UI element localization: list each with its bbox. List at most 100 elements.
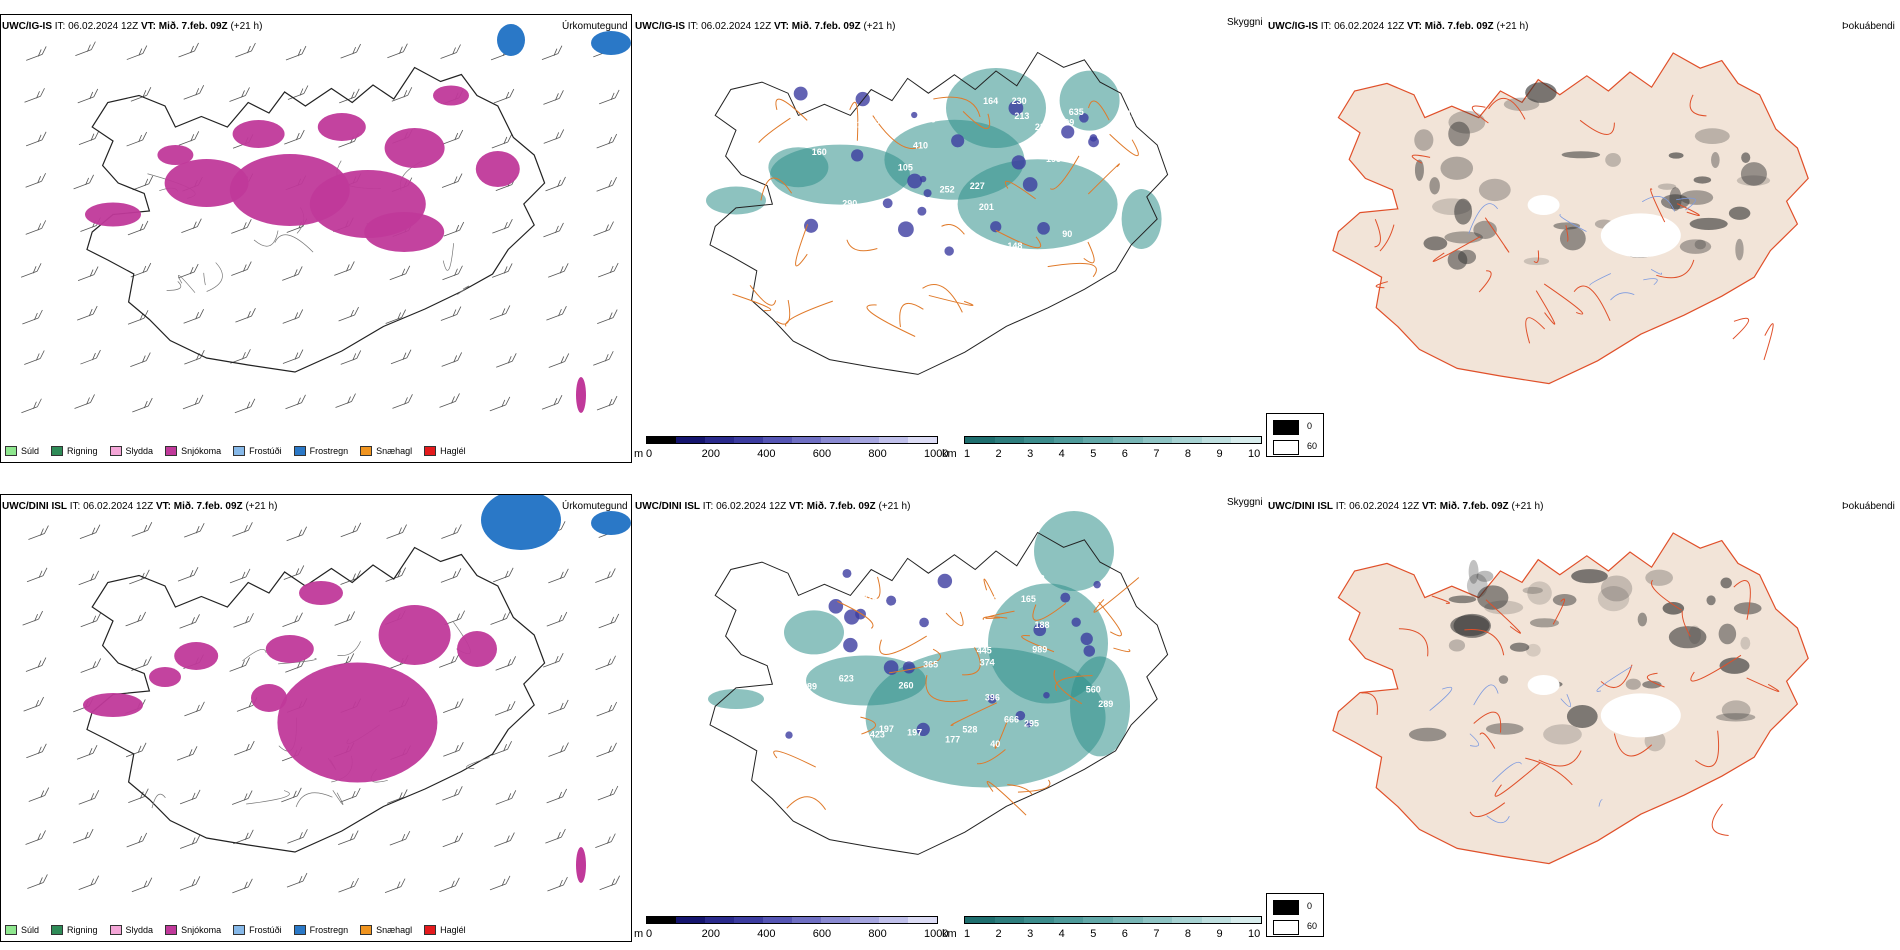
cloud-base-label: 423 — [870, 730, 885, 740]
colorbar-tick: 600 — [812, 928, 832, 940]
wind-barb — [334, 611, 356, 626]
wind-barb — [286, 526, 307, 542]
colorbar-bin — [1024, 437, 1054, 443]
legend-label: Snæhagl — [376, 446, 413, 456]
wind-barb — [74, 394, 95, 409]
wind-barb — [233, 613, 254, 628]
road-line — [1375, 281, 1388, 289]
wind-barb — [440, 306, 462, 321]
river-line — [1643, 278, 1658, 286]
wind-barb — [597, 785, 619, 801]
colorbar-tick: 200 — [701, 928, 720, 940]
wind-barb — [129, 569, 150, 585]
fog-index-cell — [1688, 625, 1701, 645]
river-line — [1486, 815, 1510, 824]
road-line — [786, 796, 827, 810]
wind-barb — [543, 129, 565, 144]
cloud-base-label: 295 — [1024, 719, 1039, 729]
fog-index-cell — [1523, 257, 1550, 266]
wind-barb — [234, 740, 255, 756]
wind-barb — [442, 832, 464, 848]
wind-barb — [386, 524, 407, 539]
fog-index-cell — [1600, 575, 1633, 602]
road-line — [1494, 762, 1541, 797]
colorbar-tick: 5 — [1090, 448, 1097, 460]
cloud-base-cell — [793, 86, 808, 101]
river-line — [1676, 197, 1696, 211]
cloud-base-label: 40 — [990, 739, 1000, 749]
wind-barb — [545, 176, 566, 192]
road-line — [849, 101, 859, 141]
colorbar-bin — [1083, 437, 1113, 443]
cloud-base-label: 164 — [983, 96, 998, 106]
fog-index-cell — [1448, 110, 1486, 134]
cloud-panel-1: 325 112 304 48 199 26 90 252 213 220 285 230 290 160 2… — [634, 14, 1264, 454]
road-line — [1374, 219, 1381, 248]
fog-swatch-0 — [1273, 420, 1299, 435]
road-line — [442, 243, 454, 271]
wind-barb — [441, 524, 462, 539]
road-line — [1398, 628, 1429, 657]
cloud-base-label: 528 — [962, 724, 977, 734]
cloud-base-cell — [828, 599, 844, 614]
fog-index-cell — [1525, 643, 1541, 657]
cloud-base-label: 368 — [875, 116, 890, 126]
colorbar-bin — [792, 917, 821, 923]
road-line — [1746, 677, 1780, 692]
cloud-base-label: 213 — [1014, 111, 1029, 121]
wind-barb — [595, 568, 616, 583]
colorbar-bin — [1172, 437, 1202, 443]
wind-barb — [593, 351, 614, 366]
cloud-base-label: 177 — [945, 735, 960, 745]
colorbar-bin — [792, 437, 821, 443]
colorbar-strip — [646, 916, 938, 924]
legend-label: Snjókoma — [181, 925, 222, 935]
road-line — [846, 239, 878, 252]
wind-barb — [26, 46, 47, 61]
cloud-base-label: 227 — [970, 181, 985, 191]
road-line — [941, 224, 965, 235]
snow-area — [378, 605, 451, 665]
road-line — [1681, 610, 1691, 637]
colorbar-bin — [879, 437, 908, 443]
wind-barb — [176, 746, 198, 761]
cloud-base-cell — [1037, 222, 1050, 235]
wind-barb — [287, 85, 309, 100]
fog-index-cell — [1694, 128, 1730, 144]
iceland-coastline — [709, 51, 1169, 375]
colorbar-tick: 4 — [1058, 448, 1065, 460]
colorbar-tick: 600 — [812, 448, 832, 460]
wind-barb — [232, 522, 253, 537]
fog-legend-2: 0 60 — [1266, 893, 1324, 937]
colorbar-bin — [1024, 917, 1054, 923]
fog-map-1 — [1332, 52, 1809, 385]
colorbar-bin — [1142, 437, 1173, 443]
road-line — [899, 302, 924, 328]
wind-barb — [489, 305, 511, 320]
wind-barb — [543, 652, 564, 668]
fog-index-cell — [1448, 595, 1477, 604]
wind-barb — [546, 305, 567, 321]
legend-item: Snæhagl — [360, 446, 412, 456]
road-line — [1109, 133, 1139, 157]
road-line — [1565, 225, 1569, 242]
cloud-base-label: 195 — [1046, 154, 1061, 164]
road-line — [962, 111, 991, 130]
fog-index-cell — [1740, 162, 1767, 186]
wind-barb — [125, 611, 146, 627]
snow-area — [576, 377, 586, 413]
colorbar-bin — [850, 437, 879, 443]
colorbar-tick: 1 — [964, 928, 971, 940]
road-line — [879, 635, 927, 655]
wind-barb — [284, 129, 305, 145]
wind-barb — [25, 131, 47, 147]
cloud-base-cell — [923, 189, 932, 198]
wind-barb — [131, 522, 153, 537]
colorbar-bin — [1112, 917, 1143, 923]
road-line — [466, 757, 490, 769]
fog-index-cell — [1721, 700, 1751, 720]
legend-label: Snjókoma — [181, 446, 222, 456]
road-line — [1098, 601, 1122, 637]
legend-item: Snæhagl — [360, 925, 412, 935]
colorbar-bin — [1112, 437, 1143, 443]
